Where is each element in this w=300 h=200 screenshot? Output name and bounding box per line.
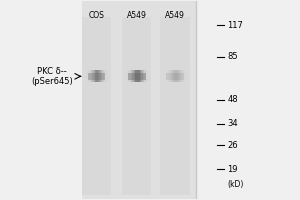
Bar xyxy=(135,70,136,82)
Bar xyxy=(162,70,164,82)
Bar xyxy=(168,70,169,82)
Text: 48: 48 xyxy=(227,96,238,104)
Bar xyxy=(85,70,86,82)
Text: 34: 34 xyxy=(227,119,238,128)
Text: A549: A549 xyxy=(165,11,185,20)
Bar xyxy=(142,70,144,82)
Bar xyxy=(83,70,85,82)
Bar xyxy=(183,70,184,82)
Bar xyxy=(94,70,95,82)
Bar xyxy=(166,70,168,82)
Bar xyxy=(186,70,187,82)
Bar xyxy=(82,17,111,195)
Bar xyxy=(187,70,189,82)
Bar xyxy=(172,70,174,82)
Bar xyxy=(126,70,128,82)
Bar xyxy=(128,73,146,80)
Bar xyxy=(122,17,152,195)
Bar xyxy=(175,70,177,82)
Text: COS: COS xyxy=(88,11,104,20)
Bar xyxy=(88,70,89,82)
Bar xyxy=(122,70,123,82)
Text: (kD): (kD) xyxy=(227,180,244,189)
Bar xyxy=(171,70,172,82)
Bar xyxy=(180,70,181,82)
Bar xyxy=(91,70,92,82)
Bar xyxy=(141,70,142,82)
Bar xyxy=(174,70,175,82)
Bar xyxy=(108,70,110,82)
Text: 26: 26 xyxy=(227,141,238,150)
Text: 85: 85 xyxy=(227,52,238,61)
Bar xyxy=(160,17,190,195)
Bar xyxy=(189,70,190,82)
Bar xyxy=(102,70,104,82)
Bar xyxy=(160,70,162,82)
Bar xyxy=(165,70,166,82)
Bar xyxy=(105,70,107,82)
Bar xyxy=(88,73,105,80)
Bar xyxy=(123,70,125,82)
Bar xyxy=(148,70,150,82)
Bar xyxy=(136,70,138,82)
Bar xyxy=(89,70,91,82)
Text: PKC δ--
(pSer645): PKC δ-- (pSer645) xyxy=(31,67,73,86)
Bar xyxy=(92,70,94,82)
Bar xyxy=(150,70,152,82)
Bar xyxy=(178,70,180,82)
Bar xyxy=(128,70,129,82)
Text: A549: A549 xyxy=(127,11,147,20)
Bar xyxy=(100,70,101,82)
Bar xyxy=(107,70,108,82)
Bar xyxy=(110,70,111,82)
Bar xyxy=(104,70,105,82)
Bar xyxy=(132,70,134,82)
Bar xyxy=(129,70,131,82)
Bar xyxy=(138,70,140,82)
Bar xyxy=(140,70,141,82)
Bar xyxy=(95,70,97,82)
Bar xyxy=(166,73,184,80)
Bar xyxy=(164,70,165,82)
Bar xyxy=(82,70,83,82)
Bar xyxy=(125,70,126,82)
Bar xyxy=(97,70,98,82)
Bar xyxy=(82,1,196,199)
Bar xyxy=(177,70,178,82)
Text: 117: 117 xyxy=(227,21,243,30)
Bar xyxy=(131,70,132,82)
Bar xyxy=(134,70,135,82)
Bar xyxy=(147,70,148,82)
Bar xyxy=(144,70,146,82)
Bar xyxy=(181,70,183,82)
Bar xyxy=(169,70,171,82)
Bar xyxy=(146,70,147,82)
Bar xyxy=(86,70,88,82)
Text: 19: 19 xyxy=(227,165,238,174)
Bar xyxy=(98,70,100,82)
Bar xyxy=(101,70,102,82)
Bar xyxy=(184,70,186,82)
